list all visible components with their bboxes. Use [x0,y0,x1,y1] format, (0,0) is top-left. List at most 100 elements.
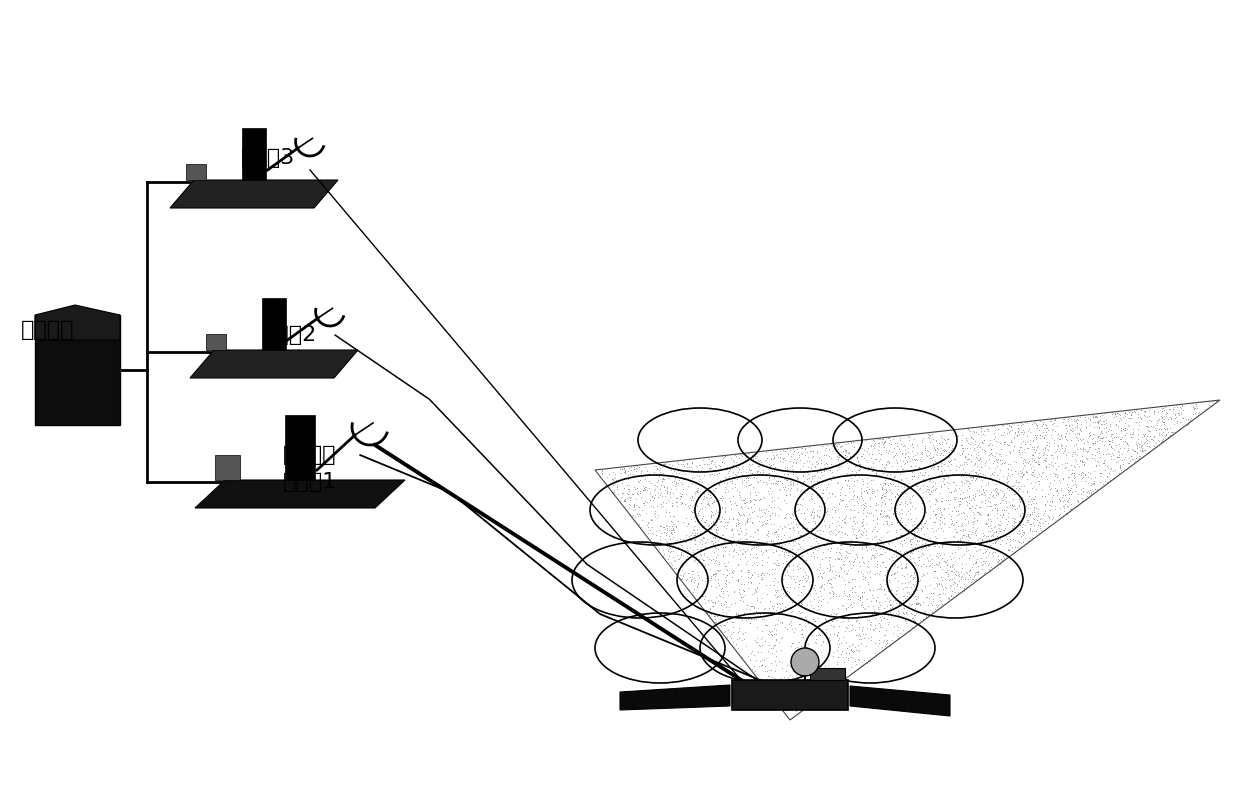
Point [795,620,815,633]
Point [691,590,711,602]
Point [780,488,800,501]
Point [926,549,946,562]
Point [735,589,755,602]
Point [976,458,996,471]
Point [724,542,744,555]
Point [936,468,956,481]
Point [1060,413,1080,426]
Point [1115,450,1135,463]
Point [780,521,800,534]
Point [746,621,766,634]
Point [795,441,815,454]
Point [733,548,753,561]
Point [946,429,966,441]
Point [1171,400,1190,413]
Point [801,598,821,611]
Point [1120,405,1140,418]
Point [1024,453,1044,466]
Point [956,566,976,578]
Point [737,554,756,567]
Point [820,633,839,646]
Point [875,561,895,574]
Point [722,477,742,489]
Point [955,506,975,519]
Point [987,453,1007,466]
Point [1001,464,1021,477]
Point [801,666,821,679]
Point [959,537,978,550]
Point [714,457,734,469]
Point [1123,423,1143,436]
Point [1172,401,1192,414]
Point [1172,412,1192,425]
Point [738,513,758,525]
Point [805,517,825,529]
Point [763,494,782,507]
Point [908,470,928,483]
Point [1052,484,1071,497]
Point [1122,406,1142,419]
Point [1092,477,1112,490]
Point [738,563,758,576]
Point [928,461,947,473]
Point [1022,469,1042,481]
Point [676,529,696,541]
Point [1161,422,1180,435]
Point [868,497,888,510]
Point [993,470,1013,483]
Point [1012,465,1032,478]
Point [619,465,639,477]
Point [1039,479,1059,492]
Point [753,630,773,643]
Point [1069,468,1089,481]
Point [825,504,844,517]
Point [909,535,929,548]
Point [1099,447,1118,460]
Point [861,438,880,451]
Point [1116,406,1136,419]
Point [868,437,888,449]
Point [965,438,985,451]
Point [1164,417,1184,430]
Point [647,500,667,513]
Point [1109,445,1128,457]
Point [890,562,910,574]
Point [844,469,864,482]
Point [746,465,766,477]
Point [828,620,848,633]
Point [751,659,771,672]
Point [908,558,928,571]
Point [792,679,812,692]
Point [894,602,914,614]
Point [776,664,796,677]
Point [875,490,895,503]
Point [676,512,696,525]
Point [813,462,833,475]
Point [921,521,941,534]
Point [725,517,745,529]
Point [805,636,825,649]
Point [973,566,993,579]
Point [990,521,1009,534]
Point [728,633,748,646]
Point [758,467,777,480]
Point [765,557,785,570]
Point [1172,405,1192,418]
Point [753,465,773,478]
Point [1038,444,1058,457]
Point [740,494,760,507]
Point [682,505,702,518]
Point [863,549,883,562]
Point [965,493,985,506]
Point [826,460,846,473]
Point [937,475,957,488]
Point [624,513,644,526]
Point [870,503,890,516]
Point [730,587,750,600]
Point [1063,424,1083,437]
Point [966,426,986,439]
Point [858,592,878,605]
Point [998,438,1018,451]
Point [852,610,872,623]
Point [805,578,825,591]
